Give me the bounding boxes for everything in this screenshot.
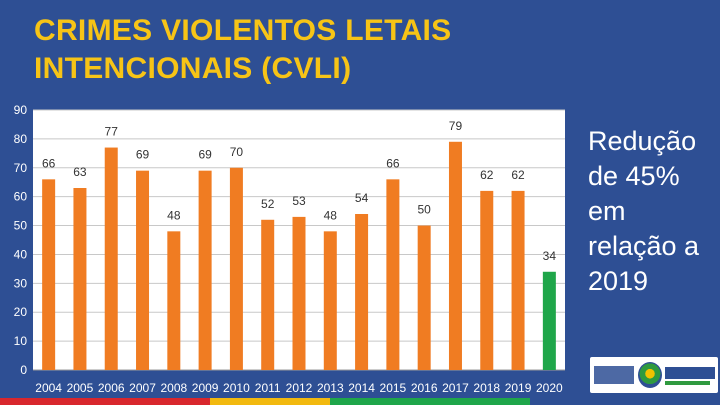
government-logo [590, 357, 718, 393]
pernambuco-seal-icon [638, 362, 662, 388]
y-tick-label: 60 [14, 190, 28, 204]
data-label-2019: 62 [511, 168, 525, 182]
bar-2020 [542, 271, 556, 370]
data-label-2006: 77 [105, 125, 119, 139]
note-line-3: em [588, 196, 626, 226]
data-label-2011: 52 [261, 197, 275, 211]
x-tick-label-2009: 2009 [192, 381, 219, 395]
bar-2016 [417, 225, 431, 370]
y-tick-label: 70 [14, 161, 28, 175]
y-tick-label: 50 [14, 219, 28, 233]
chart-title: CRIMES VIOLENTOS LETAIS INTENCIONAIS (CV… [34, 12, 452, 88]
y-tick-label: 90 [14, 103, 28, 117]
x-tick-label-2006: 2006 [98, 381, 125, 395]
y-tick-label: 20 [14, 305, 28, 319]
x-tick-label-2010: 2010 [223, 381, 250, 395]
data-label-2015: 66 [386, 156, 400, 170]
secretaria-logo [594, 366, 634, 384]
bar-2008 [167, 231, 181, 370]
x-tick-label-2007: 2007 [129, 381, 156, 395]
x-tick-label-2018: 2018 [473, 381, 500, 395]
title-line-2: INTENCIONAIS (CVLI) [34, 52, 352, 85]
bottom-bar-blue [530, 398, 720, 405]
x-tick-label-2015: 2015 [380, 381, 407, 395]
note-line-5: 2019 [588, 266, 649, 296]
x-tick-label-2004: 2004 [35, 381, 62, 395]
y-tick-label: 80 [14, 132, 28, 146]
x-tick-label-2008: 2008 [160, 381, 187, 395]
x-tick-label-2012: 2012 [286, 381, 313, 395]
x-tick-label-2019: 2019 [505, 381, 532, 395]
data-label-2014: 54 [355, 191, 369, 205]
data-label-2008: 48 [167, 208, 181, 222]
data-label-2005: 63 [73, 165, 87, 179]
bar-2017 [448, 141, 462, 370]
x-tick-label-2016: 2016 [411, 381, 438, 395]
data-label-2010: 70 [230, 145, 244, 159]
x-tick-label-2020: 2020 [536, 381, 563, 395]
y-tick-label: 40 [14, 247, 28, 261]
pernambuco-wordmark [665, 367, 715, 379]
bottom-bar-yellow [210, 398, 330, 405]
bar-2019 [511, 190, 525, 370]
bar-2007 [136, 170, 150, 370]
data-label-2004: 66 [42, 156, 56, 170]
note-line-4: relação a [588, 231, 700, 261]
x-tick-label-2011: 2011 [255, 381, 281, 395]
note-line-2: de 45% [588, 161, 680, 191]
bar-2014 [355, 214, 369, 370]
x-tick-label-2017: 2017 [442, 381, 469, 395]
x-tick-label-2014: 2014 [348, 381, 375, 395]
bar-2013 [323, 231, 337, 370]
bottom-color-bar [0, 398, 720, 405]
bar-2018 [480, 190, 494, 370]
x-tick-label-2005: 2005 [67, 381, 94, 395]
bar-2015 [386, 179, 400, 370]
bar-2011 [261, 219, 275, 370]
note-line-1: Redução [588, 126, 697, 156]
data-label-2016: 50 [417, 203, 431, 217]
bar-2004 [42, 179, 56, 370]
data-label-2018: 62 [480, 168, 494, 182]
y-tick-label: 0 [20, 363, 27, 377]
data-label-2012: 53 [292, 194, 306, 208]
data-label-2013: 48 [324, 208, 338, 222]
y-tick-label: 10 [14, 334, 28, 348]
data-label-2009: 69 [198, 148, 212, 162]
bar-2006 [104, 147, 118, 370]
wordmark-underline [665, 381, 710, 385]
data-label-2020: 34 [543, 249, 557, 263]
bar-2010 [229, 167, 243, 370]
bottom-bar-green [330, 398, 530, 405]
bar-2009 [198, 170, 212, 370]
y-tick-label: 30 [14, 276, 28, 290]
bottom-bar-red [0, 398, 210, 405]
bar-2012 [292, 216, 306, 370]
data-label-2007: 69 [136, 148, 150, 162]
x-tick-label-2013: 2013 [317, 381, 344, 395]
title-line-1: CRIMES VIOLENTOS LETAIS [34, 14, 452, 47]
reduction-note: Redução de 45% em relação a 2019 [588, 124, 699, 299]
data-label-2017: 79 [449, 119, 463, 133]
bar-2005 [73, 188, 87, 370]
